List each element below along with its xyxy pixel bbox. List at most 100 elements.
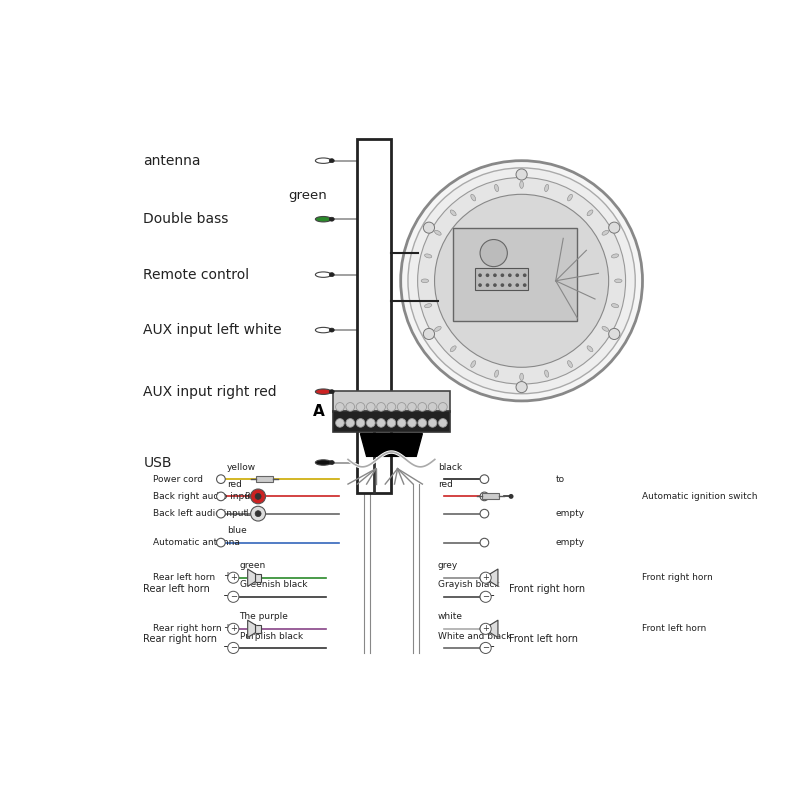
Text: +: + — [223, 622, 231, 633]
Text: Power cord: Power cord — [153, 474, 202, 484]
Text: Double bass: Double bass — [143, 212, 229, 226]
Text: to: to — [556, 474, 565, 484]
Text: Remote control: Remote control — [143, 268, 250, 282]
Circle shape — [228, 591, 239, 602]
Circle shape — [509, 494, 514, 499]
Circle shape — [609, 329, 620, 339]
Text: The purple: The purple — [239, 613, 288, 622]
Circle shape — [523, 274, 526, 277]
Circle shape — [356, 402, 365, 411]
Bar — [454, 229, 578, 321]
Text: green: green — [239, 562, 266, 570]
Circle shape — [217, 492, 226, 501]
Polygon shape — [360, 434, 422, 456]
Ellipse shape — [425, 254, 432, 258]
Text: empty: empty — [556, 509, 585, 518]
Ellipse shape — [611, 254, 618, 258]
Text: −: − — [482, 592, 489, 602]
Circle shape — [523, 283, 526, 287]
Ellipse shape — [602, 326, 609, 331]
Text: red: red — [438, 480, 453, 489]
Text: blue: blue — [227, 526, 247, 535]
Circle shape — [478, 283, 482, 287]
Circle shape — [423, 222, 434, 233]
Circle shape — [356, 418, 365, 427]
Text: Automatic antenna: Automatic antenna — [153, 538, 239, 547]
Text: Back left audio input: Back left audio input — [153, 509, 247, 518]
Text: grey: grey — [438, 562, 458, 570]
Circle shape — [401, 161, 642, 401]
Text: +: + — [223, 571, 231, 582]
Ellipse shape — [315, 158, 331, 163]
Text: −: − — [222, 590, 232, 601]
Circle shape — [438, 402, 447, 411]
Circle shape — [408, 402, 416, 411]
Ellipse shape — [315, 327, 331, 333]
Text: white: white — [438, 613, 463, 622]
Circle shape — [516, 169, 527, 180]
Ellipse shape — [434, 326, 441, 331]
Circle shape — [480, 623, 491, 634]
Text: +: + — [482, 574, 489, 582]
Bar — [482, 494, 499, 499]
Circle shape — [434, 194, 609, 367]
Text: AUX input right red: AUX input right red — [143, 385, 277, 398]
Text: black: black — [438, 462, 462, 472]
Circle shape — [501, 274, 504, 277]
Ellipse shape — [421, 279, 429, 282]
Ellipse shape — [587, 210, 593, 216]
Text: −: − — [486, 590, 495, 601]
Circle shape — [398, 418, 406, 427]
Circle shape — [515, 283, 519, 287]
Circle shape — [480, 574, 489, 582]
Text: yellow: yellow — [227, 462, 256, 472]
Text: Automatic ignition switch: Automatic ignition switch — [642, 492, 758, 501]
Text: +: + — [230, 624, 237, 634]
Ellipse shape — [330, 328, 334, 332]
Circle shape — [217, 510, 226, 518]
Ellipse shape — [315, 389, 331, 394]
Circle shape — [418, 178, 626, 384]
Ellipse shape — [602, 230, 609, 235]
Text: Greenish black: Greenish black — [239, 581, 307, 590]
Circle shape — [346, 418, 354, 427]
Text: antenna: antenna — [143, 154, 201, 168]
Ellipse shape — [567, 194, 573, 201]
Circle shape — [486, 274, 490, 277]
Ellipse shape — [330, 218, 334, 221]
Ellipse shape — [545, 370, 549, 378]
Circle shape — [229, 574, 238, 582]
Ellipse shape — [545, 184, 549, 191]
Circle shape — [387, 402, 396, 411]
Circle shape — [516, 382, 527, 393]
Text: +: + — [486, 571, 494, 582]
Text: Rear right horn: Rear right horn — [143, 634, 218, 644]
Polygon shape — [248, 620, 255, 638]
Circle shape — [478, 274, 482, 277]
Bar — [256, 476, 273, 482]
Circle shape — [366, 402, 375, 411]
Bar — [358, 139, 391, 494]
Ellipse shape — [330, 461, 334, 465]
Ellipse shape — [494, 184, 498, 191]
Text: −: − — [230, 643, 237, 653]
Ellipse shape — [315, 217, 331, 222]
Circle shape — [387, 418, 396, 427]
Ellipse shape — [434, 230, 441, 235]
Bar — [485, 625, 490, 633]
Circle shape — [438, 418, 447, 427]
Circle shape — [480, 492, 489, 501]
Ellipse shape — [425, 304, 432, 308]
Circle shape — [336, 418, 344, 427]
Ellipse shape — [520, 373, 523, 381]
Text: Front left horn: Front left horn — [510, 634, 578, 644]
Circle shape — [250, 506, 266, 521]
Bar — [255, 625, 261, 633]
Circle shape — [609, 222, 620, 233]
Circle shape — [255, 510, 261, 517]
Bar — [333, 391, 450, 412]
Bar — [475, 269, 528, 290]
Circle shape — [480, 591, 491, 602]
Circle shape — [377, 402, 386, 411]
Ellipse shape — [494, 370, 498, 378]
